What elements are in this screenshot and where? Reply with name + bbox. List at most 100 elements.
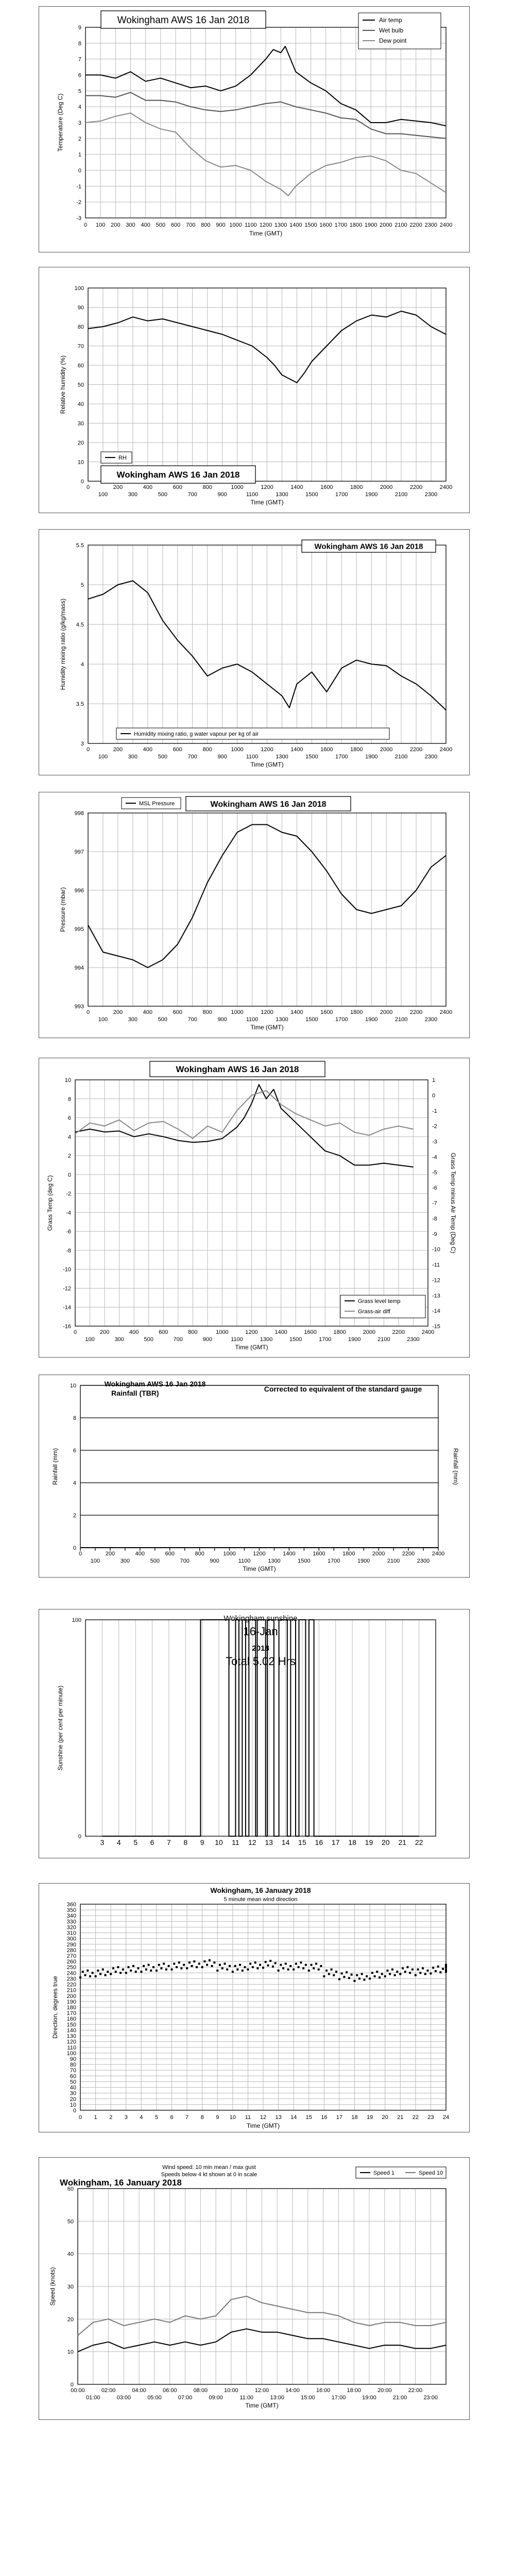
- data-point: [150, 1969, 152, 1972]
- y-tick-label: 70: [78, 344, 84, 350]
- x-tick-label: 1300: [274, 222, 287, 228]
- x-tick-label: 16: [321, 2114, 327, 2121]
- y-axis-label: Humidity mixing ratio (g/kg/mass): [59, 599, 66, 690]
- x-tick-label: 900: [203, 1336, 212, 1343]
- x-tick-label: 200: [106, 1551, 115, 1557]
- x-tick-label: 06:00: [163, 2387, 177, 2394]
- y-tick-label: 0: [73, 2108, 76, 2114]
- x-tick-label: 700: [174, 1336, 183, 1343]
- y-right-tick-label: -6: [432, 1185, 437, 1191]
- series-line: [102, 1619, 419, 1837]
- y-tick-label: 10: [67, 2349, 74, 2355]
- data-point: [206, 1963, 209, 1966]
- data-point: [295, 1962, 297, 1965]
- x-tick-label: 1800: [350, 484, 363, 490]
- y-tick-label: 9: [78, 25, 81, 31]
- x-tick-label: 0: [74, 1329, 77, 1335]
- plot-frame: [77, 2188, 447, 2385]
- legend-label: Wet bulb: [379, 27, 403, 34]
- y-tick-label: 0: [78, 1834, 81, 1840]
- x-tick-label: 07:00: [178, 2395, 193, 2401]
- y-tick-label: 100: [67, 2050, 76, 2057]
- x-tick-label: 900: [210, 1558, 219, 1564]
- y-axis-label: Temperature (Deg C): [57, 94, 64, 152]
- x-tick-labels: 3 4 5 6 7 8 9 10 11 12 13 14 15 16 17 18 19 20 21 22: [100, 1838, 423, 1846]
- data-point: [188, 1961, 191, 1964]
- data-point: [325, 1969, 328, 1972]
- x-tick-label: 20: [382, 2114, 388, 2121]
- y-tick-label: 180: [67, 2005, 76, 2011]
- data-point: [201, 1966, 203, 1969]
- series-group: [88, 311, 447, 383]
- y-tick-label: 130: [67, 2033, 76, 2040]
- chart-subtitle: Wind speed: 10 min mean / max gust: [162, 2164, 256, 2171]
- data-point: [224, 1962, 226, 1965]
- x-tick-labels: 0 200 400 600 800 1000 1200 1400 1600 1800 2000 220…: [79, 1551, 444, 1564]
- y-right-tick-label: -3: [432, 1139, 437, 1145]
- x-tick-label: 2400: [440, 484, 452, 490]
- x-tick-label: 700: [180, 1558, 190, 1564]
- data-point: [254, 1961, 256, 1964]
- data-point: [406, 1966, 409, 1969]
- x-tick-label: 17: [332, 1838, 340, 1846]
- x-tick-label: 2300: [417, 1558, 430, 1564]
- y-tick-label: 1: [78, 152, 81, 158]
- x-tick-label: 1400: [290, 484, 303, 490]
- x-axis-label: Time (GMT): [250, 761, 283, 768]
- x-tick-label: 1100: [245, 222, 257, 228]
- data-point: [333, 1974, 335, 1976]
- x-tick-label: 1000: [229, 222, 242, 228]
- y-tick-label: 0: [68, 1172, 71, 1178]
- x-tick-label: 1800: [334, 1329, 346, 1335]
- y-tick-label: 0: [73, 1545, 76, 1551]
- chart-subtitle-2: Speeds below 4 kt shown at 0 in scale: [161, 2172, 258, 2178]
- data-point: [409, 1972, 411, 1974]
- data-point: [163, 1962, 165, 1965]
- data-point: [198, 1962, 200, 1965]
- plot-frame: [88, 287, 447, 482]
- x-tick-label: 400: [135, 1551, 145, 1557]
- x-tick-label: 300: [128, 1016, 138, 1023]
- x-tick-label: 1700: [335, 222, 347, 228]
- data-point: [340, 1972, 343, 1975]
- y-tick-label: 30: [78, 421, 84, 427]
- x-tick-label: 1300: [276, 492, 288, 498]
- y-tick-label: 20: [78, 440, 84, 446]
- data-point: [348, 1977, 350, 1979]
- x-tick-label: 500: [156, 222, 165, 228]
- y-tick-label: 40: [67, 2251, 74, 2258]
- x-tick-label: 2100: [394, 222, 407, 228]
- y-right-tick-labels: -15-14-13-12-11-10-9-8-7-6-5-4-3-2-101: [432, 1077, 440, 1330]
- title-box: [149, 1061, 325, 1077]
- y-axis-label: Sunshine (per cent per minute): [57, 1686, 64, 1771]
- mixing-ratio-chart-panel: 3 3.5 4 4.5 5 5.5 0 200 400 600 800 1000 1200 1400 160…: [39, 529, 470, 775]
- x-tick-label: 1200: [261, 747, 273, 753]
- x-tick-label: 1200: [253, 1551, 265, 1557]
- x-tick-label: 11: [245, 2114, 251, 2121]
- x-tick-label: 9: [216, 2114, 219, 2121]
- x-tick-label: 300: [128, 754, 138, 760]
- gridlines: [85, 27, 447, 218]
- data-point: [165, 1968, 167, 1971]
- legend-box: [116, 727, 390, 740]
- data-point: [119, 1972, 122, 1974]
- x-tick-label: 100: [96, 222, 105, 228]
- x-tick-label: 500: [158, 492, 167, 498]
- data-point: [234, 1965, 236, 1967]
- y-tick-label: 3.5: [76, 701, 84, 707]
- x-tick-label: 10: [230, 2114, 236, 2121]
- data-point: [300, 1961, 302, 1964]
- plot-frame: [75, 1079, 428, 1327]
- y-tick-label: 995: [75, 926, 84, 933]
- x-tick-label: 2300: [425, 754, 437, 760]
- x-tick-label: 9: [200, 1838, 204, 1846]
- data-point: [280, 1963, 282, 1966]
- series-line: [85, 112, 447, 196]
- y-right-tick-label: -8: [432, 1216, 437, 1222]
- y-tick-label: 220: [67, 1982, 76, 1988]
- x-tick-label: 2300: [425, 1016, 437, 1023]
- data-point: [434, 1970, 437, 1972]
- data-point: [282, 1967, 285, 1970]
- y-tick-label: 50: [78, 382, 84, 388]
- series-line: [85, 46, 447, 127]
